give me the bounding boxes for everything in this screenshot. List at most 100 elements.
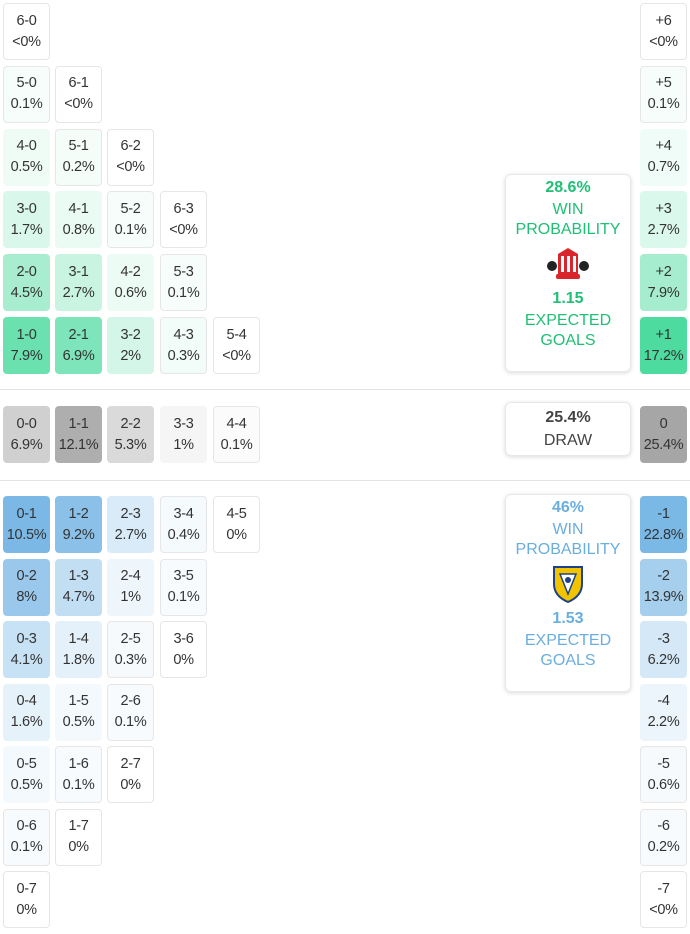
score-cell: 3-2 2%	[107, 317, 154, 374]
score-label: 1-4	[68, 630, 89, 647]
score-label: 4-4	[226, 415, 247, 432]
probability-value: 2.7%	[62, 284, 95, 301]
score-cell: 0-2 8%	[3, 558, 50, 616]
probability-value: <0%	[222, 347, 251, 364]
probability-value: 6.9%	[10, 436, 43, 453]
score-cell: 1-1 12.1%	[55, 406, 102, 463]
probability-value: 4.1%	[10, 651, 43, 668]
score-cell: 4-3 0.3%	[160, 317, 207, 374]
margin-cell: 0 25.4%	[640, 406, 687, 463]
score-cell: 3-4 0.4%	[160, 496, 207, 553]
probability-value: 0.7%	[647, 159, 680, 176]
divider	[0, 480, 690, 481]
away-team-card: 46% WIN PROBABILITY 1.53 EXPECTED GOALS	[505, 494, 631, 692]
probability-value: 12.1%	[58, 436, 99, 453]
goals-label: GOALS	[540, 652, 596, 669]
score-cell: 3-5 0.1%	[160, 558, 207, 616]
draw-pct: 25.4%	[545, 409, 591, 426]
score-cell: 5-0 0.1%	[3, 65, 50, 123]
score-cell: 2-6 0.1%	[107, 683, 154, 741]
probability-value: 22.8%	[643, 526, 684, 543]
margin-cell: +4 0.7%	[640, 128, 687, 186]
probability-value: 17.2%	[643, 347, 684, 364]
home-xg: 1.15	[552, 290, 584, 307]
away-xg: 1.53	[552, 610, 584, 627]
score-cell: 0-5 0.5%	[3, 746, 50, 803]
score-cell: 4-4 0.1%	[213, 406, 260, 463]
score-cell: 6-1 <0%	[55, 65, 102, 123]
score-label: 0-6	[16, 818, 37, 834]
probability-value: 25.4%	[643, 436, 684, 453]
score-label: 2-3	[120, 505, 141, 522]
score-cell: 5-2 0.1%	[107, 191, 154, 249]
score-label: 3-2	[120, 326, 141, 343]
win-label: WIN	[552, 521, 584, 538]
probability-value: 0.5%	[62, 714, 95, 730]
score-cell: 1-6 0.1%	[55, 746, 102, 803]
score-label: 4-3	[173, 326, 194, 343]
probability-value: 0.1%	[167, 589, 200, 605]
score-cell: 0-7 0%	[3, 871, 50, 928]
score-label: -6	[657, 818, 670, 834]
probability-value: 1%	[120, 589, 141, 605]
score-label: 3-3	[173, 415, 194, 432]
score-cell: 1-2 9.2%	[55, 496, 102, 553]
score-label: +5	[655, 75, 672, 92]
score-cell: 0-3 4.1%	[3, 621, 50, 678]
score-cell: 2-3 2.7%	[107, 496, 154, 553]
score-label: +2	[655, 263, 672, 280]
probability-value: 2%	[120, 347, 141, 364]
score-label: 1-0	[16, 326, 37, 343]
score-label: 0-2	[16, 568, 37, 584]
score-cell: 2-4 1%	[107, 558, 154, 616]
score-cell: 2-7 0%	[107, 746, 154, 803]
probability-value: 8%	[16, 589, 37, 605]
probability-label: PROBABILITY	[515, 221, 621, 238]
sunderland-crest-icon	[547, 248, 589, 279]
margin-cell: -1 22.8%	[640, 496, 687, 553]
margin-cell: -2 13.9%	[640, 558, 687, 616]
score-label: 4-2	[120, 263, 141, 280]
score-label: 2-2	[120, 415, 141, 432]
score-cell: 4-2 0.6%	[107, 254, 154, 312]
probability-value: <0%	[12, 33, 41, 50]
score-label: 5-1	[68, 138, 89, 155]
goals-label: GOALS	[540, 332, 596, 349]
expected-label: EXPECTED	[524, 312, 612, 329]
score-cell: 2-1 6.9%	[55, 317, 102, 374]
score-label: -7	[657, 880, 670, 897]
score-cell: 2-5 0.3%	[107, 621, 154, 678]
probability-value: 0%	[226, 526, 247, 543]
probability-value: <0%	[649, 901, 678, 918]
score-label: 1-6	[68, 755, 89, 772]
probability-value: 1.6%	[10, 714, 43, 730]
score-label: 1-7	[68, 818, 89, 834]
probability-value: 1.8%	[62, 651, 95, 668]
score-label: -3	[657, 630, 670, 647]
score-cell: 0-0 6.9%	[3, 406, 50, 463]
away-win-pct: 46%	[551, 499, 585, 516]
score-label: 2-1	[68, 326, 89, 343]
probability-value: 0.1%	[62, 776, 95, 793]
score-label: 3-6	[173, 630, 194, 647]
score-cell: 4-5 0%	[213, 496, 260, 553]
probability-value: 0.1%	[114, 714, 147, 730]
probability-value: 1.7%	[10, 221, 43, 238]
score-label: 5-2	[120, 200, 141, 217]
probability-value: 0.1%	[220, 436, 253, 453]
draw-card: 25.4% DRAW	[505, 402, 631, 456]
probability-value: <0%	[116, 159, 145, 176]
probability-value: 1%	[173, 436, 194, 453]
score-cell: 6-0 <0%	[3, 3, 50, 60]
score-label: 6-1	[68, 75, 89, 92]
score-label: 1-3	[68, 568, 89, 584]
margin-cell: +3 2.7%	[640, 191, 687, 249]
probability-value: 4.7%	[62, 589, 95, 605]
score-label: 6-3	[173, 200, 194, 217]
score-label: -2	[657, 568, 670, 584]
probability-value: 0.2%	[647, 839, 680, 855]
score-cell: 2-2 5.3%	[107, 406, 154, 463]
score-label: 0-5	[16, 755, 37, 772]
probability-value: 9.2%	[62, 526, 95, 543]
